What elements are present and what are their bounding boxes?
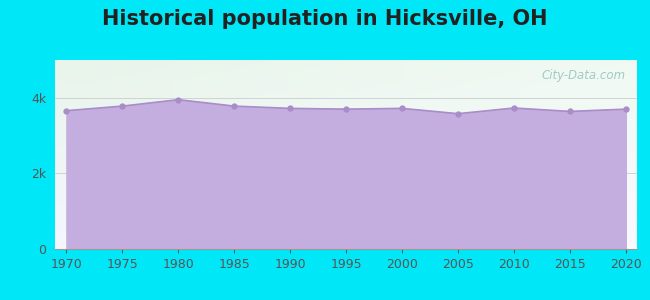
Text: City-Data.com: City-Data.com [541, 70, 625, 83]
Text: Historical population in Hicksville, OH: Historical population in Hicksville, OH [102, 9, 548, 29]
